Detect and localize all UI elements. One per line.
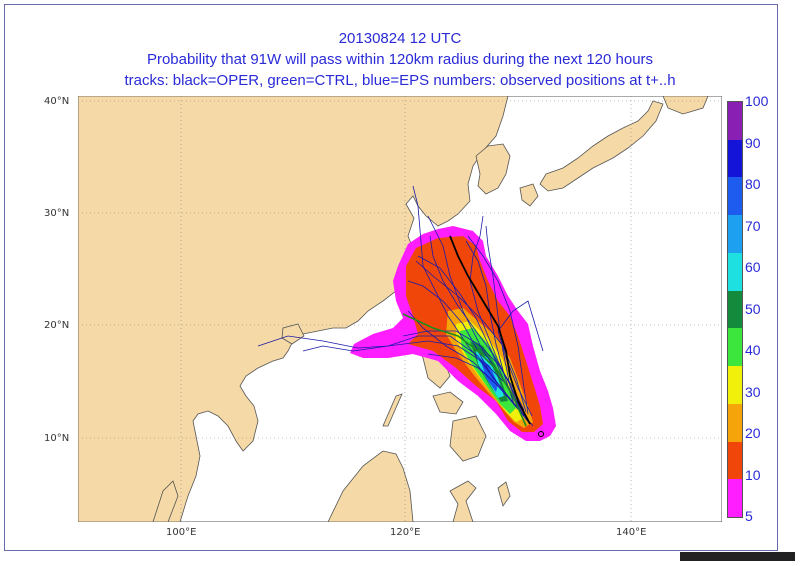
land-korea (475, 143, 511, 195)
colorbar-tick-label: 30 (745, 383, 761, 400)
lat-label-10: 10°N (44, 433, 70, 444)
lat-label-40: 40°N (44, 96, 70, 107)
figure-frame (4, 4, 778, 551)
colorbar-tick-label: 90 (745, 134, 761, 151)
colorbar-segment (728, 403, 742, 443)
colorbar-segment (728, 177, 742, 216)
oper-track (449, 235, 531, 425)
title-block: 20130824 12 UTC Probability that 91W wil… (0, 28, 800, 91)
land-sulawesi (449, 480, 477, 522)
lon-label-140: 140°E (616, 527, 647, 538)
main-title: Probability that 91W will pass within 12… (146, 51, 654, 68)
colorbar-segment (728, 102, 742, 141)
colorbar-tick-label: 10 (745, 466, 761, 483)
colorbar-segment (728, 139, 742, 178)
watermark-strip (680, 552, 795, 561)
colorbar-segment (728, 328, 742, 367)
land-halmahera (497, 481, 511, 507)
land-asia (78, 96, 509, 522)
colorbar-segment (728, 441, 742, 480)
colorbar-tick-label: 70 (745, 217, 761, 234)
eps-tracks (257, 185, 544, 427)
land-japan (539, 100, 664, 192)
colorbar-tick-label: 20 (745, 425, 761, 441)
land-malay (152, 480, 179, 522)
ctrl-track (402, 313, 527, 427)
land-hokkaido (662, 96, 709, 115)
lat-label-30: 30°N (44, 208, 70, 219)
colorbar-segment (728, 252, 742, 292)
lon-label-100: 100°E (166, 527, 197, 538)
colorbar-tick-label: 40 (745, 342, 761, 358)
land-borneo (327, 450, 414, 522)
land-visayas (432, 391, 464, 415)
lon-label-120: 120°E (390, 527, 421, 538)
colorbar-segment (728, 290, 742, 329)
colorbar-tick-label: 80 (745, 176, 761, 192)
colorbar-tick-label: 100 (745, 93, 769, 109)
colorbar (727, 101, 743, 518)
lat-label-20: 20°N (44, 320, 70, 331)
land-kyushu (519, 183, 539, 207)
colorbar-segment (728, 479, 742, 518)
map-panel (78, 96, 722, 522)
colorbar-tick-label: 5 (745, 508, 753, 524)
colorbar-tick-label: 60 (745, 259, 761, 275)
land-mindanao (449, 415, 487, 462)
land-hainan (281, 323, 305, 345)
observed-position-marker (538, 431, 544, 437)
colorbar-segment (728, 366, 742, 405)
legend-title: tracks: black=OPER, green=CTRL, blue=EPS… (124, 72, 676, 89)
land-palawan (382, 393, 403, 427)
date-title: 20130824 12 UTC (338, 30, 462, 47)
colorbar-segment (728, 215, 742, 254)
colorbar-tick-label: 50 (745, 300, 761, 317)
